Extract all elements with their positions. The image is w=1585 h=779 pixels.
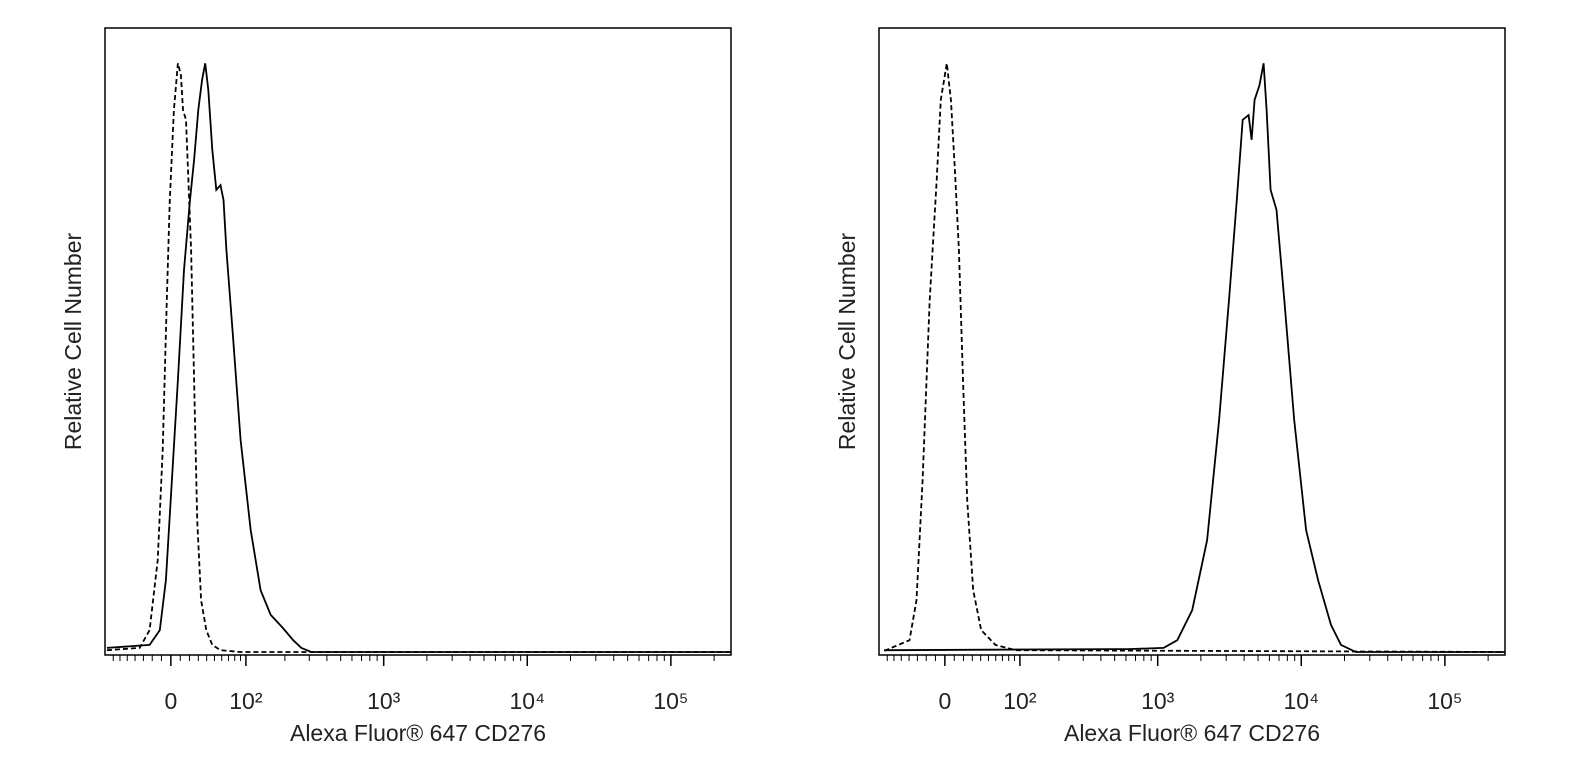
x-tick-label: 10³ <box>367 688 401 714</box>
x-tick-label: 10³ <box>1141 688 1175 714</box>
x-tick-label: 10⁴ <box>510 688 545 714</box>
plot-frame <box>104 27 732 656</box>
x-tick-label: 10² <box>229 688 263 714</box>
plot-frame <box>878 27 1506 656</box>
x-tick-label: 0 <box>938 688 951 714</box>
x-tick-label: 0 <box>164 688 177 714</box>
histogram-line <box>884 63 1505 653</box>
x-tick-label: 10⁵ <box>653 688 688 714</box>
x-axis-label: Alexa Fluor® 647 CD276 <box>1064 720 1320 746</box>
x-tick-label: 10² <box>1003 688 1037 714</box>
x-tick-label: 10⁴ <box>1284 688 1319 714</box>
x-tick-label: 10⁵ <box>1427 688 1462 714</box>
x-axis-label: Alexa Fluor® 647 CD276 <box>290 720 546 746</box>
histogram-line <box>884 63 1506 653</box>
y-axis-label: Relative Cell Number <box>834 233 860 451</box>
histogram-line <box>106 63 731 653</box>
histogram-line <box>106 63 731 653</box>
y-axis-label: Relative Cell Number <box>60 233 86 451</box>
